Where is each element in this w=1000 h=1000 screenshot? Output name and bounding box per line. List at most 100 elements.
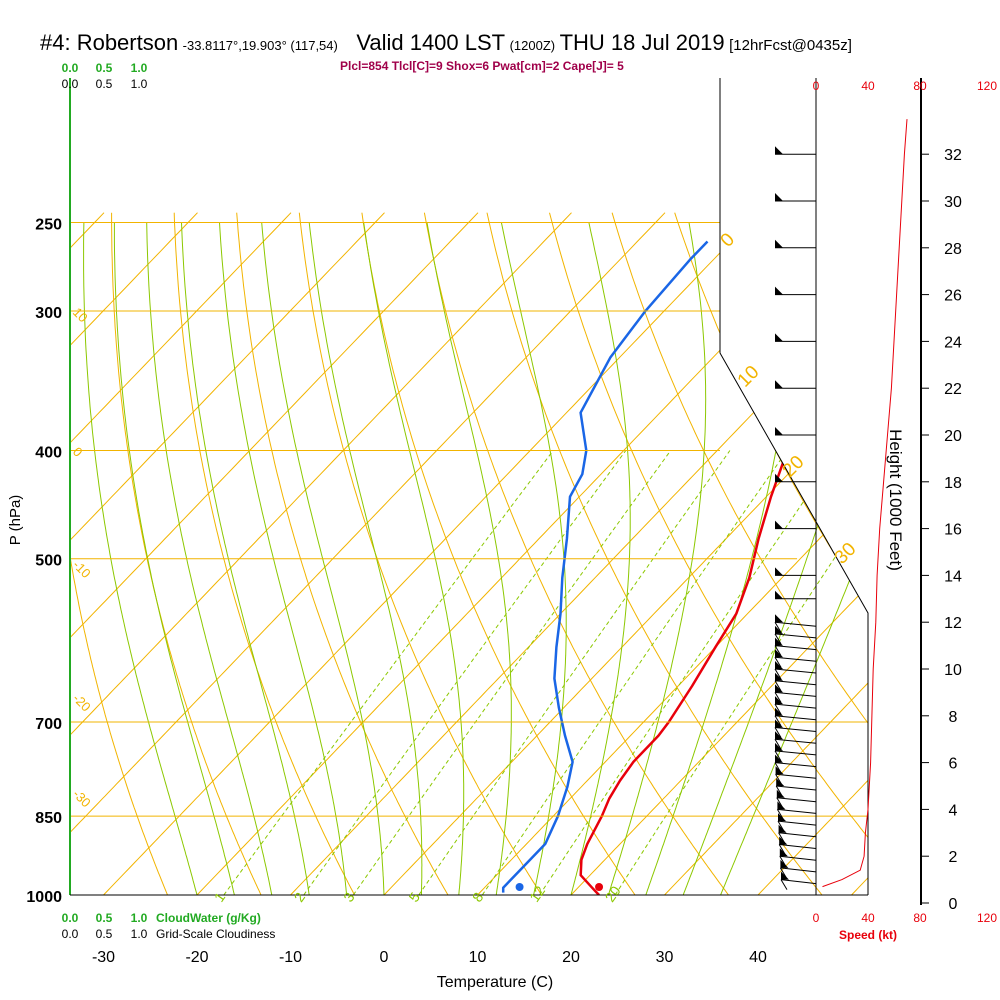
dry-adiabat-line (361, 212, 636, 895)
wind-barb-flag (775, 590, 783, 599)
cloud-water-tick-top: 0.0 (62, 61, 79, 75)
dry-adiabat-line (925, 213, 1000, 895)
wind-barb-shaft (775, 773, 817, 779)
wind-barb-shaft (774, 715, 817, 721)
wind-barb-feather (775, 785, 783, 797)
moist-adiabat-line (146, 222, 273, 895)
height-tick-label: 24 (944, 334, 962, 351)
mixing-ratio-label: 2 (291, 889, 309, 905)
height-tick-label: 10 (944, 662, 962, 679)
wind-barb-shaft (774, 633, 817, 639)
chart-frame (69, 78, 869, 896)
cloudiness-tick-top: 1.0 (131, 77, 148, 91)
wind-barb-feather (778, 832, 786, 844)
cloud-water-tick-top: 0.5 (96, 61, 113, 75)
wind-barb-feather (779, 867, 787, 879)
temperature-tick-label: -20 (185, 949, 208, 966)
wind-barb-feather (774, 727, 782, 738)
dry-adiabat-line (861, 212, 868, 895)
wind-barb-shaft (774, 727, 817, 732)
wind-barb-feather (778, 844, 786, 855)
dry-adiabat-line (423, 212, 729, 895)
profiles (501, 240, 849, 895)
wind-barb-feather (777, 820, 785, 832)
height-tick-label: 30 (944, 194, 962, 211)
temperature-tick-label: 20 (562, 949, 580, 966)
zulu-time: (1200Z) (509, 38, 556, 53)
temperature-profile (579, 240, 849, 895)
wind-barb-feather (774, 621, 782, 633)
wind-barb-shaft (774, 668, 817, 674)
dry-adiabat-line (70, 212, 168, 895)
wind-barb-flag (775, 661, 783, 669)
speed-tick-bottom: 0 (813, 911, 820, 925)
moist-adiabat-line (308, 222, 423, 895)
isotherm-line (290, 212, 868, 895)
mixing-ratio-label: 5 (405, 889, 423, 905)
height-tick-label: 14 (944, 568, 962, 585)
wind-barb-shaft (779, 855, 817, 861)
wind-barb-shaft (780, 867, 817, 873)
cloud-water-tick-bottom: 0.0 (62, 911, 79, 925)
pressure-tick-label: 500 (35, 553, 62, 570)
wind-barb-feather (774, 703, 782, 715)
height-tick-label: 12 (944, 615, 962, 632)
height-tick-label: 22 (944, 381, 962, 398)
wind-barb-feather (775, 774, 783, 785)
isotherm-line (757, 212, 868, 895)
wind-barb-flag (775, 707, 783, 716)
isotherm-line (383, 212, 868, 895)
isotherm-line (0, 213, 11, 895)
sounding-parameters: Plcl=854 Tlcl[C]=9 Shox=6 Pwat[cm]=2 Cap… (340, 59, 624, 73)
station-name: #4: Robertson (40, 30, 179, 55)
pressure-tick-label: 700 (35, 716, 62, 733)
station-location: -33.8117°,19.903° (117,54) (182, 38, 338, 53)
wind-barb-shaft (774, 691, 817, 697)
wind-barb-flag (775, 520, 783, 529)
valid-date: THU 18 Jul 2019 (559, 30, 725, 55)
pressure-tick-label: 400 (35, 445, 62, 462)
cloud-water-label: CloudWater (g/Kg) (156, 911, 261, 925)
speed-tick-top: 40 (861, 79, 875, 93)
mixing-ratio-line (223, 450, 554, 895)
pressure-tick-label: 300 (35, 305, 62, 322)
wind-barb-shaft (776, 785, 817, 791)
y-axis-title: P (hPa) (7, 495, 24, 546)
cloud-water-tick-bottom: 0.5 (96, 911, 113, 925)
wind-barb-flag (775, 286, 783, 295)
cloud-water-tick-bottom: 1.0 (131, 911, 148, 925)
wind-barb-flag (775, 193, 783, 201)
height-tick-label: 32 (944, 147, 962, 164)
dry-adiabat-label: 10 (734, 362, 764, 392)
pressure-tick-label: 250 (35, 216, 62, 233)
wind-barb-shaft (776, 797, 817, 803)
wind-speed-profile (822, 119, 908, 888)
dry-adiabat-label: 20 (779, 452, 809, 482)
temperature-tick-label: -10 (279, 949, 302, 966)
moist-adiabat-line (181, 222, 310, 895)
pressure-tick-label: 850 (35, 810, 62, 827)
wind-barb-flag (775, 333, 783, 342)
isotherm-line (570, 212, 868, 895)
temperature-tick-label: 10 (469, 949, 487, 966)
height-tick-label: 6 (949, 756, 958, 773)
wind-barb-feather (776, 809, 784, 820)
isotherm-line (70, 212, 666, 895)
isotherm-line (70, 212, 292, 895)
height-axis-title: Height (1000 Feet) (886, 429, 905, 571)
dry-adiabat-line (236, 212, 449, 895)
cloudiness-tick-top: 0.5 (96, 77, 113, 91)
cloudiness-tick-bottom: 0.0 (62, 927, 79, 941)
x-axis-title: Temperature (C) (437, 974, 553, 991)
moist-adiabat-line (219, 222, 348, 895)
wind-barb-shaft (777, 820, 817, 826)
speed-tick-bottom: 80 (913, 911, 927, 925)
forecast-info: [12hrFcst@0435z] (729, 37, 852, 54)
height-tick-label: 16 (944, 522, 962, 539)
isotherm-line (70, 212, 572, 895)
wind-barb-shaft (774, 750, 817, 756)
isotherm-label: 10 (70, 304, 91, 325)
valid-time: Valid 1400 LST (356, 30, 506, 55)
speed-tick-bottom: 120 (977, 911, 997, 925)
cloudiness-tick-bottom: 0.5 (96, 927, 113, 941)
